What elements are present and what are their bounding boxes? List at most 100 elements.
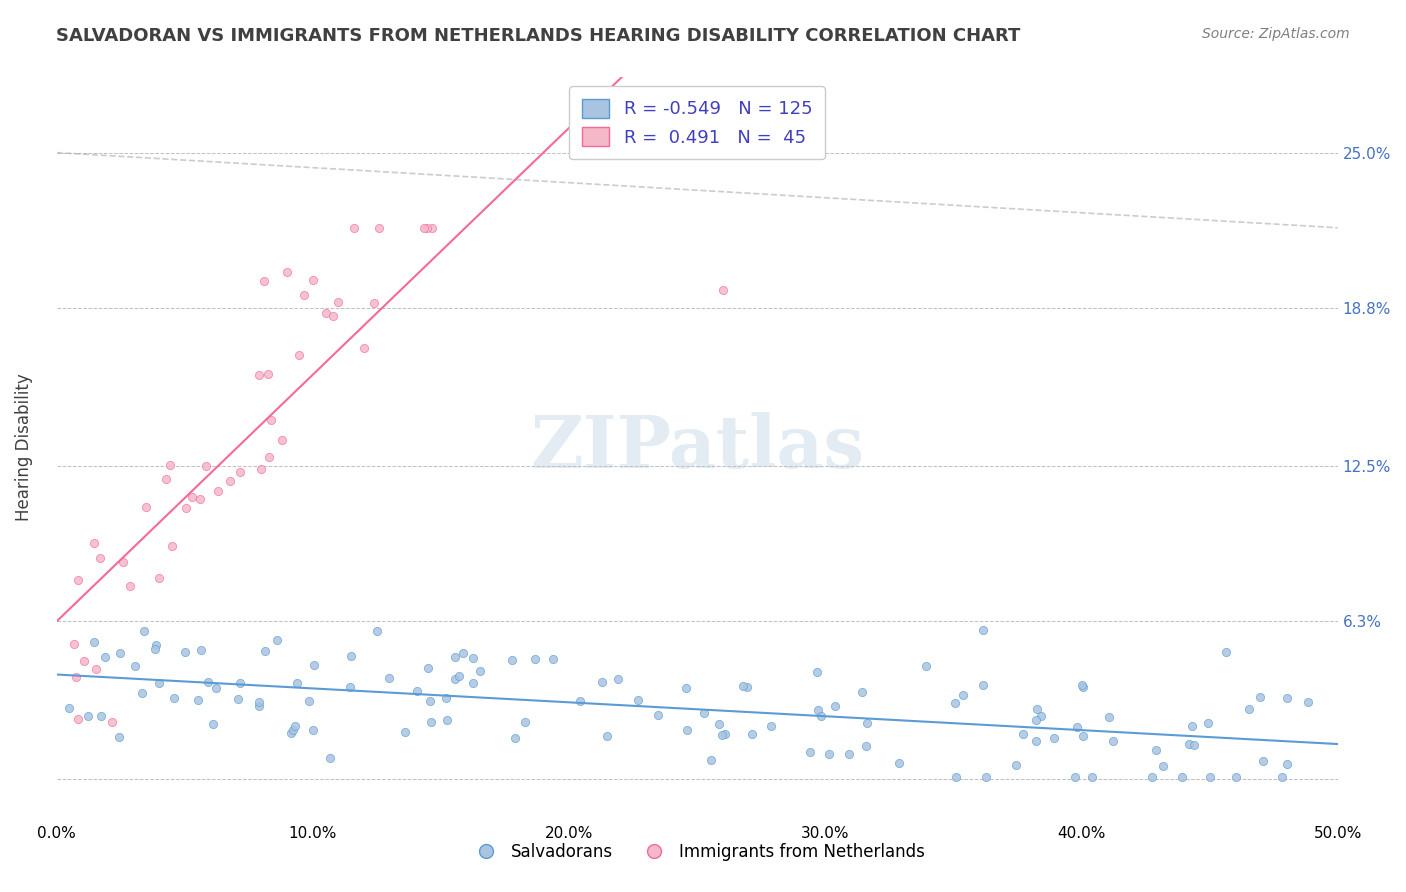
Point	[343, 220, 366, 235]
Point	[197, 675, 219, 690]
Point	[807, 703, 830, 717]
Point	[434, 690, 457, 705]
Point	[541, 652, 564, 666]
Point	[108, 730, 131, 744]
Point	[1071, 680, 1094, 694]
Point	[1081, 770, 1104, 784]
Point	[284, 719, 307, 733]
Point	[76, 709, 98, 723]
Point	[271, 433, 294, 447]
Point	[339, 680, 361, 694]
Point	[627, 693, 650, 707]
Point	[58, 700, 80, 714]
Point	[468, 664, 491, 678]
Point	[257, 450, 280, 464]
Point	[66, 574, 89, 588]
Point	[247, 694, 270, 708]
Point	[759, 719, 782, 733]
Point	[1298, 695, 1320, 709]
Point	[132, 624, 155, 639]
Text: Source: ZipAtlas.com: Source: ZipAtlas.com	[1202, 27, 1350, 41]
Point	[1171, 770, 1194, 784]
Point	[413, 220, 436, 235]
Point	[1249, 690, 1271, 704]
Point	[1225, 770, 1247, 784]
Point	[276, 265, 298, 279]
Point	[288, 348, 311, 362]
Point	[943, 696, 966, 710]
Point	[143, 642, 166, 657]
Legend: R = -0.549   N = 125, R =  0.491   N =  45: R = -0.549 N = 125, R = 0.491 N = 45	[569, 87, 825, 160]
Point	[824, 699, 846, 714]
Point	[148, 571, 170, 585]
Point	[73, 654, 96, 668]
Point	[1042, 731, 1064, 745]
Point	[159, 458, 181, 472]
Point	[298, 694, 321, 708]
Point	[135, 500, 157, 514]
Y-axis label: Hearing Disability: Hearing Disability	[15, 373, 32, 521]
Point	[444, 672, 467, 686]
Point	[174, 500, 197, 515]
Point	[145, 638, 167, 652]
Point	[201, 717, 224, 731]
Point	[280, 726, 302, 740]
Point	[972, 624, 994, 638]
Point	[160, 539, 183, 553]
Point	[855, 739, 877, 753]
Point	[1152, 759, 1174, 773]
Point	[63, 637, 86, 651]
Point	[856, 715, 879, 730]
Point	[366, 624, 388, 639]
Point	[394, 724, 416, 739]
Point	[1237, 702, 1260, 716]
Point	[675, 681, 697, 695]
Point	[676, 723, 699, 737]
Point	[162, 690, 184, 705]
Point	[326, 294, 349, 309]
Point	[443, 649, 465, 664]
Point	[453, 646, 475, 660]
Point	[377, 671, 399, 685]
Point	[1181, 718, 1204, 732]
Point	[806, 665, 828, 680]
Point	[1102, 734, 1125, 748]
Point	[1025, 714, 1047, 728]
Point	[101, 715, 124, 730]
Point	[319, 750, 342, 764]
Point	[1197, 715, 1219, 730]
Point	[596, 729, 619, 743]
Point	[606, 672, 628, 686]
Point	[1251, 754, 1274, 768]
Point	[447, 669, 470, 683]
Point	[155, 472, 177, 486]
Point	[1144, 742, 1167, 756]
Point	[65, 670, 87, 684]
Point	[1029, 708, 1052, 723]
Point	[503, 731, 526, 746]
Point	[254, 644, 277, 658]
Point	[915, 658, 938, 673]
Point	[838, 747, 860, 762]
Point	[972, 678, 994, 692]
Point	[207, 483, 229, 498]
Point	[89, 550, 111, 565]
Point	[302, 273, 325, 287]
Point	[405, 684, 427, 698]
Point	[416, 220, 439, 235]
Point	[322, 309, 344, 323]
Point	[810, 708, 832, 723]
Point	[353, 341, 375, 355]
Point	[148, 676, 170, 690]
Point	[287, 676, 309, 690]
Point	[523, 652, 546, 666]
Point	[131, 686, 153, 700]
Point	[180, 490, 202, 504]
Point	[190, 643, 212, 657]
Point	[569, 694, 592, 708]
Point	[591, 674, 613, 689]
Point	[436, 713, 458, 727]
Point	[112, 555, 135, 569]
Point	[302, 658, 325, 673]
Point	[851, 685, 873, 699]
